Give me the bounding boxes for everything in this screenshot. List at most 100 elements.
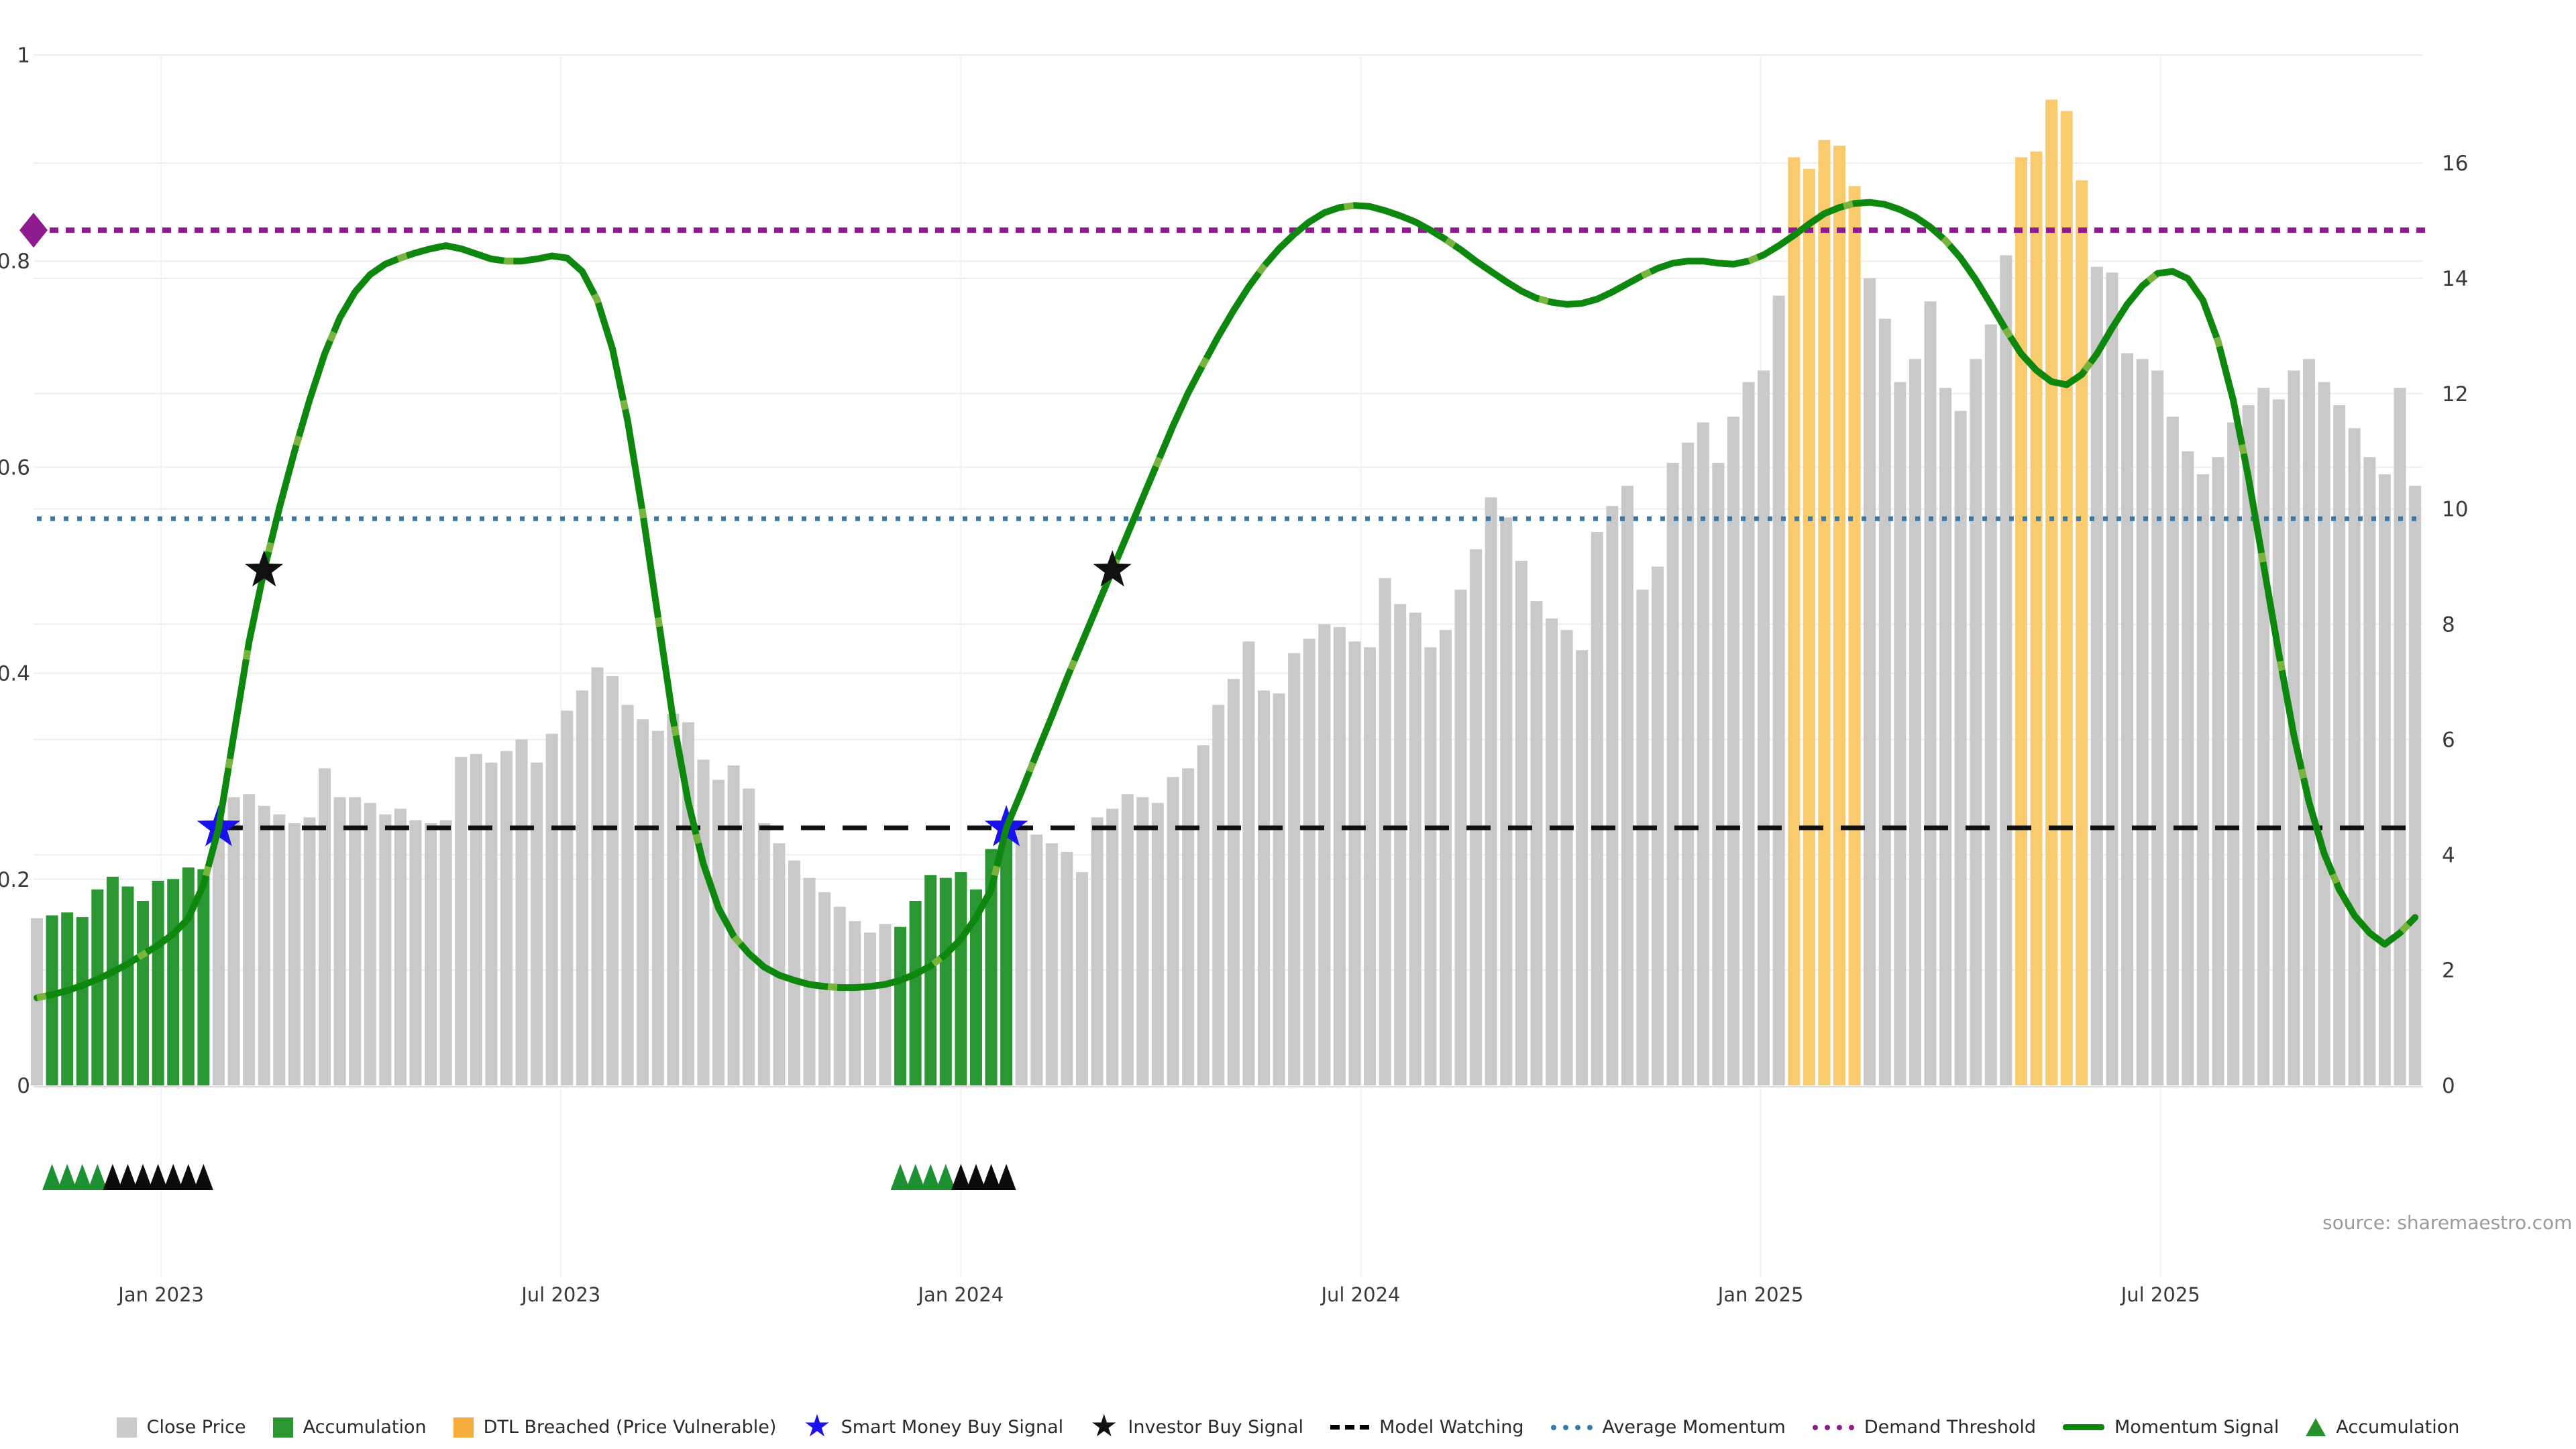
close-price-bar — [1136, 797, 1149, 1085]
distribution-triangle-icon — [966, 1164, 986, 1190]
dtl-breached-bar — [2045, 99, 2058, 1085]
close-price-bar — [1742, 382, 1755, 1085]
close-price-bar — [2242, 405, 2255, 1085]
close-price-bar — [1379, 578, 1391, 1085]
close-price-bar — [2212, 457, 2224, 1085]
x-axis-tick-label: Jul 2024 — [1320, 1283, 1400, 1306]
legend-label: Investor Buy Signal — [1128, 1417, 1304, 1438]
close-price-bar — [561, 710, 574, 1085]
legend-item-momentum-signal: Momentum Signal — [2062, 1417, 2279, 1438]
legend-item-model-watching: Model Watching — [1330, 1417, 1524, 1438]
close-price-bar — [788, 860, 800, 1085]
close-price-bar — [1348, 641, 1361, 1085]
close-price-bar — [531, 762, 543, 1085]
legend-label: Model Watching — [1379, 1417, 1524, 1438]
accumulation-bar — [121, 886, 134, 1085]
accumulation-bar — [106, 876, 119, 1085]
left-axis-tick-label: 0.6 — [0, 455, 30, 480]
close-price-bar — [2363, 457, 2376, 1085]
close-price-bar — [31, 918, 43, 1085]
distribution-triangle-icon — [133, 1164, 153, 1190]
accumulation-triangle-icon — [57, 1164, 77, 1190]
right-axis-tick-label: 6 — [2442, 728, 2455, 752]
dtl-breached-swatch-icon — [453, 1417, 474, 1438]
close-price-bar — [1727, 417, 1739, 1085]
close-price-bar — [743, 788, 755, 1085]
left-axis-tick-label: 0.8 — [0, 250, 30, 274]
close-price-bar — [879, 924, 892, 1085]
close-price-bar — [1666, 462, 1679, 1085]
close-price-bar — [379, 814, 392, 1085]
x-axis-tick-label: Jul 2025 — [2120, 1283, 2200, 1306]
accumulation-bar — [939, 877, 952, 1085]
legend-label: Accumulation — [303, 1417, 427, 1438]
teal-dotted-line-icon — [1550, 1424, 1593, 1430]
legend-item-smart-money: ★ Smart Money Buy Signal — [803, 1407, 1063, 1444]
accumulation-bar — [909, 901, 922, 1085]
right-axis-tick-label: 2 — [2442, 959, 2455, 983]
close-price-bar — [2348, 428, 2361, 1085]
distribution-triangle-icon — [117, 1164, 138, 1190]
close-price-bar — [1878, 319, 1891, 1085]
close-price-bar — [2257, 388, 2270, 1085]
close-price-bar — [621, 704, 634, 1085]
accumulation-triangle-icon — [72, 1164, 93, 1190]
purple-dotted-line-icon — [1812, 1424, 1854, 1430]
close-price-bar — [319, 768, 331, 1085]
close-price-bar — [394, 808, 407, 1085]
close-price-bar — [591, 667, 604, 1085]
close-price-bar — [1015, 826, 1028, 1085]
accumulation-bar — [182, 867, 195, 1085]
accumulation-swatch-icon — [272, 1417, 293, 1438]
close-price-bar — [500, 751, 513, 1085]
close-price-bar — [1697, 422, 1709, 1085]
close-price-bar — [1242, 641, 1255, 1085]
right-axis-tick-label: 10 — [2442, 498, 2468, 522]
dtl-breached-bar — [2015, 157, 2027, 1085]
blue-star-icon: ★ — [803, 1407, 831, 1444]
close-price-bar — [1394, 604, 1407, 1085]
right-axis-tick-label: 8 — [2442, 613, 2455, 637]
close-price-swatch-icon — [116, 1417, 137, 1438]
close-price-bar — [1364, 647, 1377, 1085]
source-note: source: sharemaestro.com — [2322, 1212, 2573, 1234]
close-price-bar — [1424, 647, 1437, 1085]
close-price-bar — [1576, 650, 1589, 1085]
close-price-bar — [545, 733, 558, 1085]
close-price-bar — [333, 797, 346, 1085]
close-price-bar — [2106, 272, 2118, 1085]
accumulation-bar — [1000, 822, 1013, 1085]
right-axis-tick-label: 12 — [2442, 382, 2468, 407]
dtl-breached-bar — [1848, 186, 1861, 1085]
close-price-bar — [439, 820, 452, 1085]
close-price-bar — [425, 822, 437, 1085]
legend-item-average-momentum: Average Momentum — [1550, 1417, 1786, 1438]
close-price-bar — [1939, 388, 1952, 1085]
close-price-bar — [1772, 295, 1785, 1085]
accumulation-triangle-icon — [920, 1164, 941, 1190]
close-price-bar — [1485, 497, 1497, 1085]
close-price-bar — [1227, 679, 1240, 1085]
close-price-bar — [349, 797, 362, 1085]
chart-legend: Close Price Accumulation DTL Breached (P… — [0, 1407, 2576, 1444]
close-price-bar — [1212, 704, 1225, 1085]
investor-buy-star-icon — [1093, 550, 1132, 587]
close-price-bar — [2090, 266, 2103, 1085]
close-price-bar — [833, 906, 846, 1085]
right-axis-tick-label: 4 — [2442, 843, 2455, 867]
legend-label: DTL Breached (Price Vulnerable) — [483, 1417, 777, 1438]
close-price-bar — [303, 817, 316, 1085]
legend-item-accumulation-triangle: Accumulation — [2306, 1417, 2459, 1438]
close-price-bar — [2121, 353, 2134, 1085]
close-price-bar — [1257, 690, 1270, 1085]
close-price-bar — [1167, 777, 1179, 1085]
close-price-bar — [1076, 872, 1089, 1085]
distribution-triangle-icon — [178, 1164, 199, 1190]
close-price-bar — [2000, 255, 2012, 1085]
investor-buy-star-icon — [245, 550, 284, 587]
close-price-bar — [1030, 835, 1043, 1085]
accumulation-bar — [76, 917, 89, 1085]
close-price-bar — [849, 921, 861, 1085]
close-price-bar — [2409, 486, 2422, 1085]
close-price-bar — [1652, 566, 1664, 1085]
